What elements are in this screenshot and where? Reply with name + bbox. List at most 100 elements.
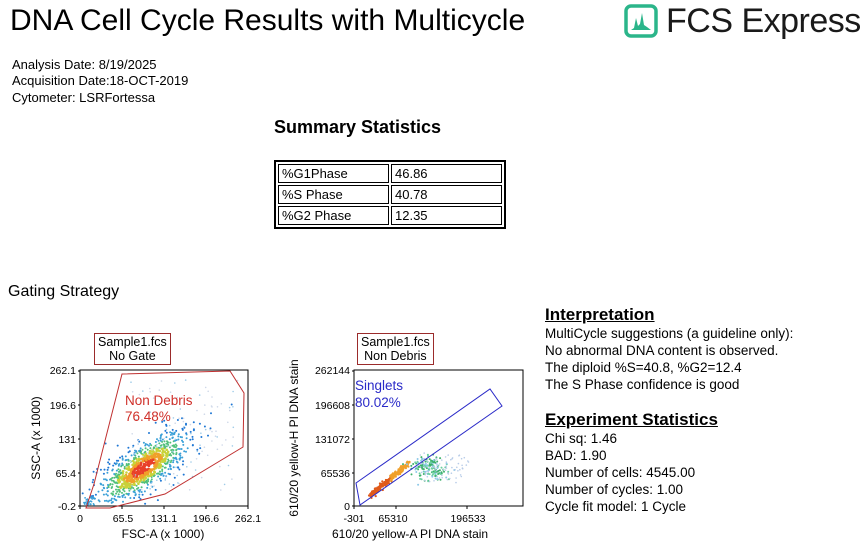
density-dot [105,493,108,496]
density-dot [442,468,445,471]
density-dot [158,442,161,445]
row-value: 12.35 [391,206,502,225]
fcs-express-logo: FCS Express [624,2,861,40]
density-dot [103,468,106,471]
density-dot [150,468,154,472]
density-dot [155,462,159,466]
density-dot [227,464,230,467]
density-dot [465,464,468,466]
density-dot [232,406,234,408]
density-dot [135,470,139,474]
density-dot [419,454,422,456]
density-dot [181,436,183,439]
density-dot [168,438,171,441]
density-dot [172,461,175,464]
density-dot [144,480,147,483]
density-dot [424,472,427,474]
density-dot [121,458,124,461]
density-dot [163,437,165,440]
density-dot [447,454,449,456]
p2-gate-name: Singlets [355,378,403,393]
density-dot [163,466,166,469]
density-dot [110,478,112,480]
density-dot [150,473,153,476]
density-dot [121,496,124,498]
density-dot [172,484,175,486]
density-dot [423,452,425,454]
plot2-sample-box: Sample1.fcs Non Debris [357,333,434,365]
plot-fsc-ssc[interactable]: 262.1 196.6 131 65.4 -0.2 0 65.5 131.1 1… [0,325,270,545]
density-dot [135,467,139,470]
density-dot [159,477,162,480]
density-dot [166,442,169,445]
density-dot [160,380,163,382]
density-dot [420,478,423,481]
density-dot [142,390,144,392]
plot1-sample-box: Sample1.fcs No Gate [94,333,171,365]
density-dot [122,488,125,491]
density-dot [115,488,117,491]
plot-dna-singlets[interactable]: 262144 196608 131072 65536 0 -301 65310 … [280,325,530,545]
density-dot [232,426,235,429]
density-dot [455,481,457,484]
density-dot [146,463,149,466]
density-dot [112,464,115,467]
density-dot [129,479,132,483]
density-dot [432,461,435,464]
density-dot [137,486,140,489]
page-title: DNA Cell Cycle Results with Multicycle [10,4,526,37]
density-dot [196,450,199,453]
density-dot [207,390,209,393]
density-dot [204,428,207,431]
density-dot [137,455,140,458]
density-dot [220,489,222,491]
density-dot [200,476,203,479]
density-dot [92,470,95,473]
p1-xtick: 65.5 [113,513,134,525]
density-dot [135,450,138,453]
p1-xlabel: FSC-A (x 1000) [122,527,205,541]
density-dot [185,422,187,425]
density-dot [111,476,114,479]
density-dot [156,443,158,446]
density-dot [166,397,168,400]
density-dot [190,432,192,435]
density-dot [157,439,160,442]
density-dot [168,446,171,449]
density-dot [164,488,167,491]
density-dot [94,493,97,496]
non-debris-gate [85,370,245,509]
density-dot [451,466,453,469]
plot1-svg: 262.1 196.6 131 65.4 -0.2 0 65.5 131.1 1… [29,365,261,541]
p2-ylabel: 610/20 yellow-H PI DNA stain [287,359,301,516]
density-dot [414,461,417,464]
density-dot [145,458,148,462]
table-row: %G2 Phase 12.35 [278,206,502,225]
density-dot [416,467,419,470]
density-dot [121,470,125,473]
density-dot [165,436,168,439]
density-dot [414,468,417,471]
density-dot [132,490,135,493]
experiment-line: Number of cells: 4545.00 [545,465,696,480]
density-dot [172,472,175,475]
density-dot [181,427,184,430]
density-dot [424,473,426,476]
density-dot [415,471,418,473]
density-dot [427,470,430,473]
density-dot [161,420,164,423]
density-dot [111,483,114,486]
density-dot [156,412,158,415]
density-dot [183,426,186,429]
density-dot [122,485,125,489]
density-dot [406,460,409,463]
density-dot [154,464,158,468]
plot2-frame [353,369,524,507]
density-dot [164,445,166,448]
density-dot [152,475,155,478]
singlets-gate [355,388,503,506]
density-dot [431,470,434,473]
density-dot [156,446,158,448]
density-dot [392,475,395,478]
p1-ytick: 196.6 [50,400,76,412]
